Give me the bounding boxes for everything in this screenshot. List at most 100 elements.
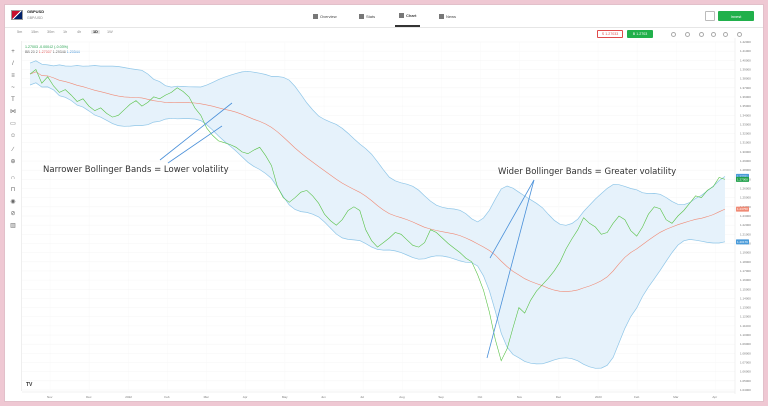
sell-price: 1.27033 [605, 32, 619, 36]
y-tick-label: 1.39000 [740, 67, 751, 71]
x-tick-label: 2023 [595, 395, 602, 399]
bb-legend-lower: 1.20544 [66, 50, 80, 54]
x-tick-label: Dec [556, 395, 562, 399]
tab-overview[interactable]: Overview [313, 5, 337, 27]
y-tick-label: 1.09000 [740, 342, 751, 346]
grid-icon [313, 13, 318, 19]
x-tick-label: Mar [673, 395, 678, 399]
sell-button[interactable]: S 1.27033 [597, 30, 623, 38]
compare-icon[interactable] [699, 32, 704, 37]
x-tick-label: May [282, 395, 288, 399]
ruler-icon[interactable]: ▭ [10, 121, 16, 127]
eye-icon[interactable]: ◉ [10, 199, 16, 205]
bollinger-upper-band [29, 60, 726, 226]
drawing-toolbar: + / ≡ ~ T ⋈ ▭ ☺ ∕ ⊕ ∩ ⊓ ◉ ⊘ ▥ [5, 41, 22, 391]
chart-icon [399, 12, 404, 18]
chart-legend: 1.27003 -0.00042 (-0.03%) BB 20 2 1.2700… [25, 45, 80, 55]
x-tick-label: Mar [204, 395, 209, 399]
timeframe-1d[interactable]: 1D [91, 30, 100, 34]
y-tick-label: 1.14000 [740, 296, 751, 300]
price-legend: 1.27003 -0.00042 (-0.03%) [25, 45, 68, 49]
y-tick-label: 1.30000 [740, 150, 751, 154]
tab-chart[interactable]: Chart [395, 5, 421, 27]
bb-legend-label: BB 20 2 [25, 50, 38, 54]
magnet-icon[interactable]: ∩ [10, 175, 16, 181]
y-tick-label: 1.25000 [740, 196, 751, 200]
x-tick-label: Jul [360, 395, 364, 399]
timeframe-5m[interactable]: 5m [17, 30, 23, 34]
bars-icon [359, 13, 364, 19]
y-tick-label: 1.38000 [740, 77, 751, 81]
x-tick-label: Feb [634, 395, 640, 399]
narrow-arrow-2 [167, 125, 223, 164]
y-tick-label: 1.21000 [740, 232, 751, 236]
buy-button[interactable]: B 1.2703 [627, 30, 653, 38]
camera-icon[interactable] [723, 32, 728, 37]
hline-icon[interactable]: ≡ [11, 73, 15, 79]
wide-arrow-2 [486, 179, 535, 359]
x-tick-label: Jun [321, 395, 326, 399]
trash-icon[interactable]: ▥ [10, 223, 16, 229]
y-tick-label: 1.11000 [740, 324, 751, 328]
timeframe-15m[interactable]: 15m [31, 30, 39, 34]
trendline-icon[interactable]: / [12, 61, 14, 67]
middle-band-tag-text: 1.23750 [737, 207, 748, 211]
tradingview-logo: TV [26, 382, 33, 388]
tab-stats[interactable]: Stats [359, 5, 375, 27]
price-tag-text: 1.27000 [737, 177, 748, 181]
tab-news[interactable]: News [439, 5, 456, 27]
x-tick-label: Dec [86, 395, 92, 399]
middle-band-tag [736, 206, 749, 212]
instrument-symbol: GBPUSD [27, 9, 45, 14]
price-tag [736, 176, 749, 182]
y-tick-label: 1.22000 [740, 223, 751, 227]
y-tick-label: 1.32000 [740, 132, 751, 136]
indicators-icon[interactable] [711, 32, 716, 37]
lower-band-tag-text: 1.20179 [737, 240, 748, 244]
pencil-icon[interactable] [671, 32, 676, 37]
y-tick-label: 1.26000 [740, 187, 751, 191]
zoom-icon[interactable]: ⊕ [10, 159, 16, 165]
buy-price: 1.2703 [636, 32, 648, 36]
text-tool-icon[interactable]: T [11, 97, 15, 103]
y-tick-label: 1.34000 [740, 113, 751, 117]
x-tick-label: Oct [478, 395, 483, 399]
y-tick-label: 1.40000 [740, 58, 751, 62]
y-tick-label: 1.10000 [740, 333, 751, 337]
watchlist-button[interactable] [705, 11, 715, 21]
y-tick-label: 1.28000 [740, 168, 751, 172]
narrow-arrow-1 [159, 102, 233, 161]
y-tick-label: 1.42000 [740, 40, 751, 44]
x-tick-label: 2022 [125, 395, 132, 399]
x-tick-label: Apr [712, 395, 717, 399]
tab-overview-label: Overview [320, 13, 337, 19]
timeframe-4h[interactable]: 4h [77, 30, 82, 34]
bollinger-lower-band [29, 82, 726, 369]
timeframe-30m[interactable]: 30m [47, 30, 55, 34]
crosshair-icon[interactable]: + [11, 49, 15, 55]
timeframe-1w[interactable]: 1W [107, 30, 113, 34]
fullscreen-icon[interactable] [737, 32, 742, 37]
y-tick-label: 1.12000 [740, 315, 751, 319]
pattern-icon[interactable]: ⋈ [10, 109, 16, 115]
y-tick-label: 1.05000 [740, 379, 751, 383]
invest-button[interactable]: Invest [718, 11, 754, 21]
lock-icon[interactable]: ⊓ [10, 187, 16, 193]
y-tick-label: 1.29000 [740, 159, 751, 163]
y-tick-label: 1.15000 [740, 287, 751, 291]
y-tick-label: 1.33000 [740, 122, 751, 126]
timeframe-1h[interactable]: 1h [63, 30, 68, 34]
settings-icon[interactable] [685, 32, 690, 37]
buy-label: B [632, 32, 636, 36]
wide-bands-annotation: Wider Bollinger Bands = Greater volatili… [498, 167, 676, 177]
hide-icon[interactable]: ⊘ [10, 211, 16, 217]
bollinger-band-fill [30, 60, 725, 369]
y-tick-label: 1.04000 [740, 388, 751, 392]
smile-icon[interactable]: ☺ [10, 133, 17, 139]
measure-icon[interactable]: ∕ [12, 147, 14, 153]
price-line [29, 69, 726, 362]
brush-icon[interactable]: ~ [11, 85, 15, 91]
narrow-bands-annotation: Narrower Bollinger Bands = Lower volatil… [43, 165, 229, 175]
sell-label: S [601, 32, 605, 36]
